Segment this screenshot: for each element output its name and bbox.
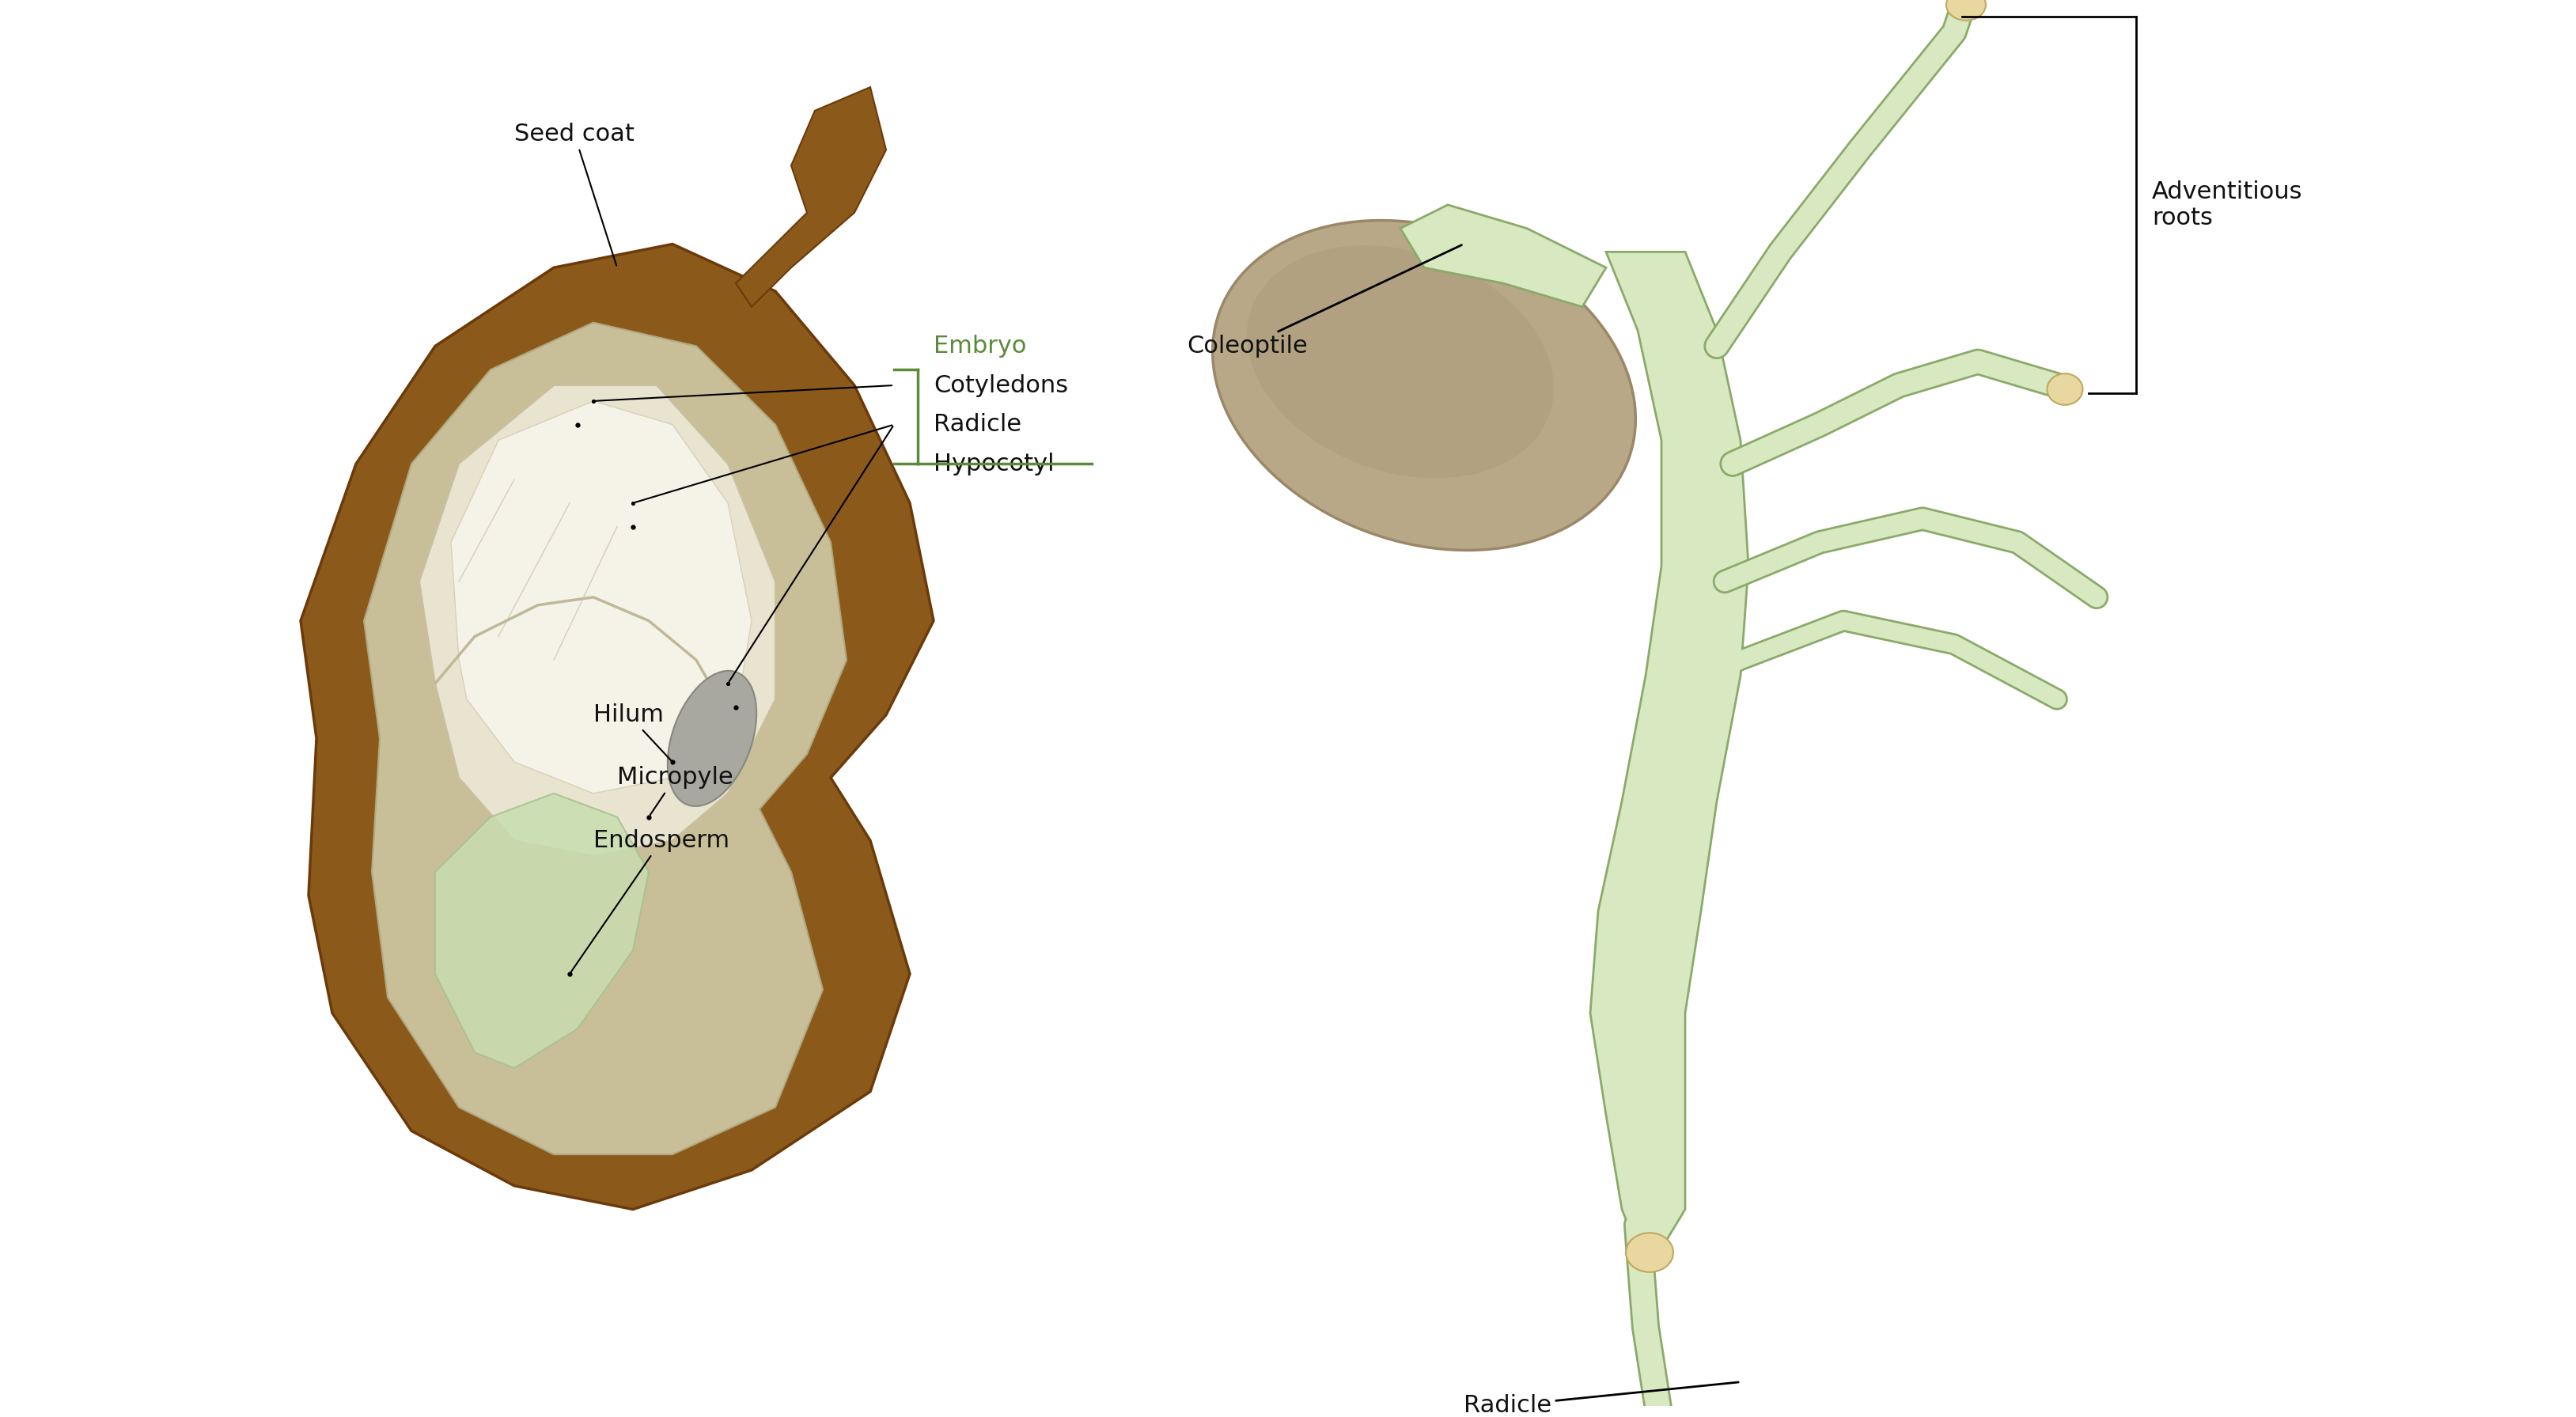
Ellipse shape <box>1947 0 1986 20</box>
Polygon shape <box>301 244 933 1209</box>
Text: Embryo: Embryo <box>933 334 1025 357</box>
Text: Radicle: Radicle <box>1463 1382 1739 1417</box>
Ellipse shape <box>2048 374 2084 405</box>
Polygon shape <box>1589 252 1749 1248</box>
Polygon shape <box>363 323 848 1155</box>
Ellipse shape <box>1625 1233 1674 1272</box>
Text: Seed coat: Seed coat <box>515 123 634 265</box>
Text: Cotyledons: Cotyledons <box>933 374 1069 397</box>
Polygon shape <box>451 401 752 794</box>
Text: Coleoptile: Coleoptile <box>1188 245 1461 357</box>
Ellipse shape <box>1247 245 1553 478</box>
Ellipse shape <box>1213 221 1636 550</box>
Text: Endosperm: Endosperm <box>572 829 729 972</box>
Text: Adventitious
roots: Adventitious roots <box>2151 180 2303 230</box>
Polygon shape <box>1401 205 1605 307</box>
Polygon shape <box>435 794 649 1068</box>
Ellipse shape <box>667 670 757 806</box>
Text: Hypocotyl: Hypocotyl <box>933 452 1054 475</box>
Polygon shape <box>420 385 775 856</box>
Text: Hilum: Hilum <box>592 703 670 761</box>
Text: Radicle: Radicle <box>933 414 1023 436</box>
Polygon shape <box>737 86 886 307</box>
Text: Micropyle: Micropyle <box>618 767 734 815</box>
